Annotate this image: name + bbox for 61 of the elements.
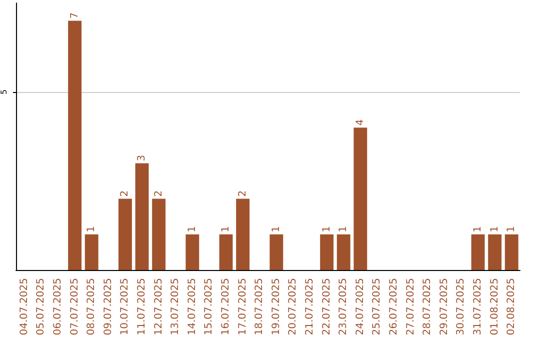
x-tick-label: 16.07.2025 <box>220 278 232 336</box>
data-label: 7 <box>69 12 80 19</box>
data-label: 1 <box>506 226 518 232</box>
x-tick-label: 29.07.2025 <box>438 278 450 336</box>
x-tick-label: 04.07.2025 <box>18 278 30 336</box>
data-label: 1 <box>489 226 500 232</box>
x-tick-label: 21.07.2025 <box>304 278 316 336</box>
data-label: 2 <box>237 190 248 197</box>
bar <box>68 20 82 270</box>
data-label: 1 <box>338 226 350 232</box>
x-tick-label: 01.08.2025 <box>489 278 500 336</box>
x-tick-label: 10.07.2025 <box>120 278 131 336</box>
data-label: 1 <box>186 226 198 232</box>
x-tick-label: 24.07.2025 <box>354 278 366 336</box>
data-label: 2 <box>153 190 164 197</box>
data-label: 1 <box>472 226 484 232</box>
bar <box>320 234 334 270</box>
data-label: 1 <box>220 226 232 232</box>
x-tick-label: 05.07.2025 <box>36 278 47 336</box>
bar <box>118 198 132 270</box>
x-tick-label: 20.07.2025 <box>288 278 299 336</box>
bar <box>152 198 166 270</box>
x-tick-label: 27.07.2025 <box>405 278 416 336</box>
bar <box>236 198 250 270</box>
x-tick-label: 07.07.2025 <box>69 278 80 336</box>
bar <box>504 234 518 270</box>
x-tick-label: 25.07.2025 <box>372 278 383 336</box>
x-tick-label: 18.07.2025 <box>254 278 266 336</box>
x-tick-label: 09.07.2025 <box>102 278 114 336</box>
x-tick-label: 28.07.2025 <box>422 278 434 336</box>
data-label: 3 <box>136 154 148 162</box>
bar <box>354 128 368 270</box>
bar <box>488 234 502 270</box>
x-tick-label: 13.07.2025 <box>170 278 182 336</box>
x-tick-label: 14.07.2025 <box>186 278 198 336</box>
x-tick-label: 26.07.2025 <box>388 278 400 336</box>
bar <box>135 163 149 270</box>
x-tick-label: 12.07.2025 <box>153 278 164 336</box>
data-label: 2 <box>120 190 131 197</box>
bar <box>84 234 98 270</box>
data-label: 1 <box>321 226 332 232</box>
x-tick-label: 08.07.2025 <box>86 278 98 336</box>
x-tick-label: 23.07.2025 <box>338 278 350 336</box>
x-tick-label: 22.07.2025 <box>321 278 332 336</box>
x-tick-label: 30.07.2025 <box>456 278 467 336</box>
bar <box>336 234 350 270</box>
x-tick-label: 06.07.2025 <box>52 278 64 336</box>
data-label: 1 <box>86 226 98 232</box>
x-tick-label: 11.07.2025 <box>136 278 148 336</box>
bar <box>471 234 485 270</box>
x-tick-label: 19.07.2025 <box>270 278 282 336</box>
bar <box>219 234 233 270</box>
x-tick-label: 31.07.2025 <box>472 278 484 336</box>
data-label: 1 <box>270 226 282 232</box>
x-tick-label: 17.07.2025 <box>237 278 248 336</box>
x-tick-label: 02.08.2025 <box>506 278 518 336</box>
bar <box>186 234 200 270</box>
bar <box>270 234 284 270</box>
data-label: 4 <box>354 119 366 126</box>
y-tick-label: 5 <box>0 89 8 95</box>
x-tick-label: 15.07.2025 <box>204 278 215 336</box>
